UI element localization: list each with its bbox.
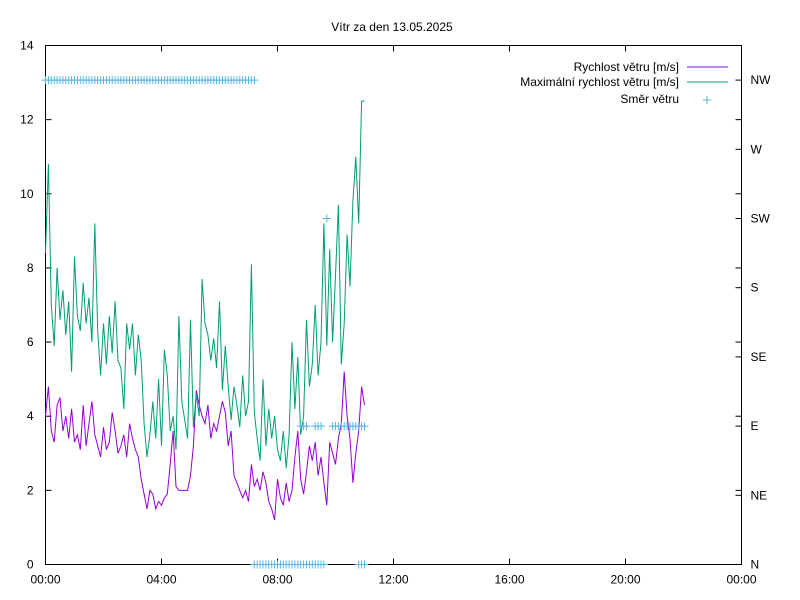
direction-marker <box>317 422 325 431</box>
y2-tick-label: SE <box>751 350 767 364</box>
y2-tick-label: SW <box>751 212 771 226</box>
x-tick-label: 12:00 <box>378 573 408 587</box>
x-tick-label: 08:00 <box>262 573 292 587</box>
y-tick-label: 14 <box>20 39 34 53</box>
x-tick-label: 16:00 <box>494 573 524 587</box>
legend-label-smer: Směr větru <box>620 92 679 106</box>
y2-tick-label: W <box>751 142 763 156</box>
series-line-1 <box>45 100 365 469</box>
y-tick-label: 4 <box>27 409 34 423</box>
y2-tick-label: N <box>751 558 760 572</box>
x-tick-label: 00:00 <box>726 573 756 587</box>
direction-marker <box>322 214 331 223</box>
y-axis-ticks: 0 2 4 6 8 10 12 14 <box>20 39 742 572</box>
y-tick-label: 10 <box>20 187 34 201</box>
y-tick-label: 2 <box>27 483 34 497</box>
legend: Rychlost větru [m/s] Maximální rychlost … <box>520 60 728 106</box>
direction-marker <box>302 422 311 431</box>
y2-tick-label: NE <box>751 488 768 502</box>
y-tick-label: 12 <box>20 113 34 127</box>
series-line-0 <box>45 371 365 521</box>
y2-tick-label: NW <box>751 73 772 87</box>
legend-marker-smer <box>703 96 711 104</box>
y-tick-label: 6 <box>27 335 34 349</box>
chart-title: Vítr za den 13.05.2025 <box>331 20 453 34</box>
series-markers-2 <box>41 76 369 569</box>
legend-label-rychlost: Rychlost větru [m/s] <box>574 60 679 74</box>
direction-marker <box>319 560 328 569</box>
y2-tick-label: E <box>751 419 759 433</box>
y2-axis-ticks: N NE E SE S SW W NW <box>735 73 772 572</box>
plot-frame <box>45 45 742 565</box>
x-axis-ticks: 00:00 04:00 08:00 12:00 16:00 20:00 00:00 <box>30 45 757 587</box>
direction-marker <box>250 76 259 85</box>
x-tick-label: 04:00 <box>146 573 176 587</box>
direction-marker <box>360 422 369 431</box>
y-tick-label: 8 <box>27 261 34 275</box>
x-tick-label: 00:00 <box>30 573 60 587</box>
direction-marker <box>360 560 369 569</box>
y2-tick-label: S <box>751 281 759 295</box>
y-tick-label: 0 <box>27 558 34 572</box>
x-tick-label: 20:00 <box>610 573 640 587</box>
legend-label-max: Maximální rychlost větru [m/s] <box>520 75 679 89</box>
series-layer <box>41 76 369 569</box>
